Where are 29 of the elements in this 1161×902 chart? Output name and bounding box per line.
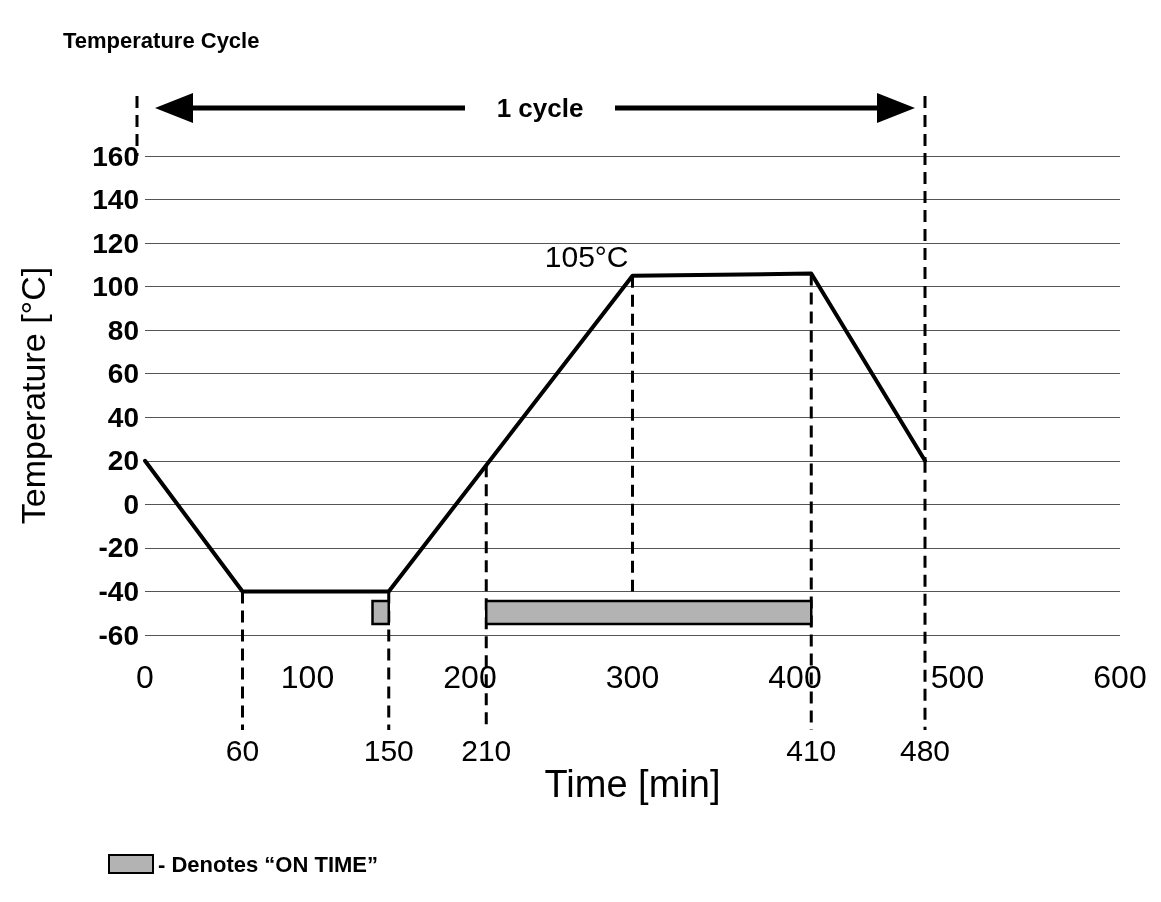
x-axis-title: Time [min] bbox=[544, 763, 721, 805]
x-tick-label: 200 bbox=[443, 659, 497, 695]
chart-title: Temperature Cycle bbox=[63, 27, 260, 53]
y-tick-label: 100 bbox=[92, 271, 139, 303]
ref-line-label: 210 bbox=[461, 733, 512, 767]
ref-line-label: 410 bbox=[786, 733, 837, 767]
ref-line-label: 150 bbox=[363, 733, 414, 767]
annotation: 105°C bbox=[544, 240, 629, 274]
ref-line-label: 480 bbox=[899, 733, 951, 767]
x-tick-label: 100 bbox=[280, 659, 335, 695]
y-tick-label: 60 bbox=[107, 358, 139, 390]
y-tick-label: 120 bbox=[92, 227, 139, 259]
x-tick-label: 300 bbox=[605, 659, 660, 695]
legend-label: - Denotes “ON TIME” bbox=[158, 851, 379, 877]
y-tick-label: -60 bbox=[98, 619, 139, 651]
text: 1 cycle bbox=[496, 93, 584, 123]
x-tick-label: 400 bbox=[768, 659, 822, 695]
x-tick-label: 600 bbox=[1093, 659, 1147, 695]
y-tick-label: 40 bbox=[107, 401, 139, 433]
y-axis-title: Temperature [°C] bbox=[14, 266, 52, 525]
y-tick-label: 80 bbox=[107, 314, 139, 346]
y-tick-label: 160 bbox=[92, 140, 139, 172]
y-tick-label: -40 bbox=[98, 575, 139, 607]
y-tick-label: 0 bbox=[123, 488, 139, 520]
y-tick-label: -20 bbox=[98, 532, 139, 564]
x-tick-label: 500 bbox=[930, 659, 985, 695]
ref-line-label: 60 bbox=[225, 733, 260, 767]
y-tick-label: 20 bbox=[107, 445, 139, 477]
y-tick-label: 140 bbox=[92, 184, 139, 216]
